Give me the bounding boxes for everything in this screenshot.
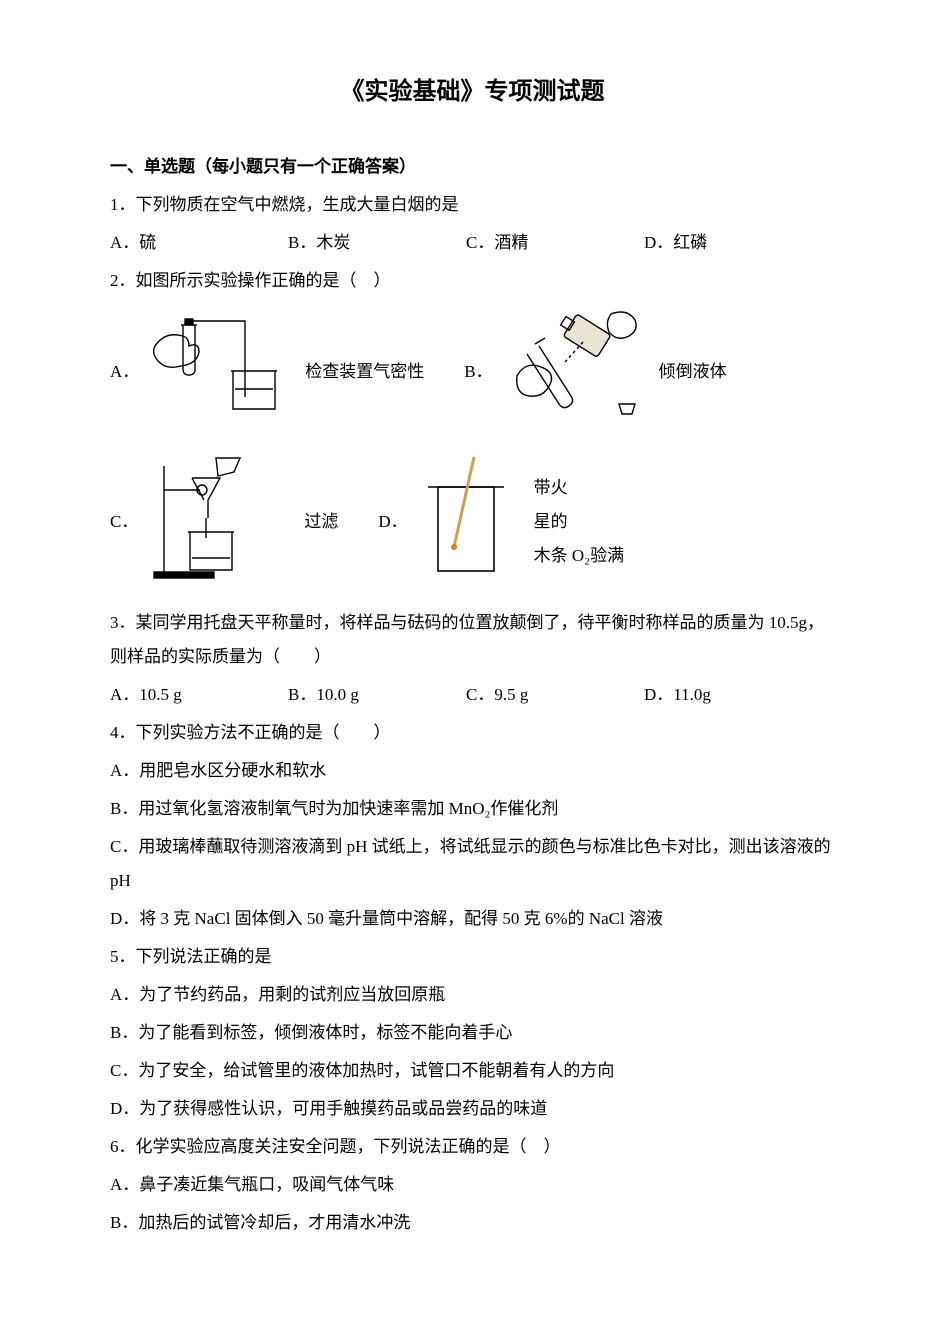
q2-option-c: C．: [110, 446, 338, 598]
q2-letter-a: A．: [110, 355, 139, 389]
q5-option-c: C．为了安全，给试管里的液体加热时，试管口不能朝着有人的方向: [110, 1054, 835, 1088]
q2-letter-d: D．: [378, 505, 407, 539]
q2-letter-b: B．: [464, 355, 492, 389]
q6-option-b: B．加热后的试管冷却后，才用清水冲洗: [110, 1206, 835, 1240]
q2-row-2: C．: [110, 446, 835, 598]
q3-option-c: C．9.5 g: [466, 678, 644, 712]
q3-option-a: A．10.5 g: [110, 678, 288, 712]
q2-letter-c: C．: [110, 505, 138, 539]
q2-figure-a: [145, 311, 295, 433]
q2-option-a: A．: [110, 311, 424, 433]
q2-caption-b: 倾倒液体: [659, 355, 727, 389]
q5-option-b: B．为了能看到标签，倾倒液体时，标签不能向着手心: [110, 1016, 835, 1050]
q2-caption-d-l3: 木条 O₂验满: [534, 546, 624, 565]
section-heading: 一、单选题（每小题只有一个正确答案）: [110, 150, 835, 184]
q1-option-b: B．木炭: [288, 226, 466, 260]
q4-option-a: A．用肥皂水区分硬水和软水: [110, 754, 835, 788]
question-4-text: 4．下列实验方法不正确的是（ ）: [110, 716, 835, 750]
question-5-text: 5．下列说法正确的是: [110, 940, 835, 974]
q1-option-c: C．酒精: [466, 226, 644, 260]
q4-option-c: C．用玻璃棒蘸取待测溶液滴到 pH 试纸上，将试纸显示的颜色与标准比色卡对比，测…: [110, 830, 835, 898]
question-6-text: 6．化学实验应高度关注安全问题，下列说法正确的是（ ）: [110, 1130, 835, 1164]
question-3-options: A．10.5 g B．10.0 g C．9.5 g D．11.0g: [110, 678, 835, 712]
q1-option-a: A．硫: [110, 226, 288, 260]
question-1-options: A．硫 B．木炭 C．酒精 D．红磷: [110, 226, 835, 260]
q3-option-b: B．10.0 g: [288, 678, 466, 712]
q2-caption-d-l2: 星的: [534, 512, 568, 531]
q1-option-d: D．红磷: [644, 226, 822, 260]
document-title: 《实验基础》专项测试题: [110, 68, 835, 116]
q2-figure-b: [499, 306, 649, 438]
q2-row-1: A．: [110, 306, 835, 438]
q2-caption-d-l1: 带火: [534, 478, 568, 497]
q3-option-d: D．11.0g: [644, 678, 822, 712]
q6-option-a: A．鼻子凑近集气瓶口，吸闻气体气味: [110, 1168, 835, 1202]
q2-figure-c: [144, 446, 294, 598]
q4-option-b: B．用过氧化氢溶液制氧气时为加快速率需加 MnO₂作催化剂: [110, 792, 835, 826]
q4-option-d: D．将 3 克 NaCl 固体倒入 50 毫升量筒中溶解，配得 50 克 6%的…: [110, 902, 835, 936]
question-3-text: 3．某同学用托盘天平称量时，将样品与砝码的位置放颠倒了，待平衡时称样品的质量为 …: [110, 606, 835, 674]
q2-caption-d: 带火 星的 木条 O₂验满: [534, 471, 624, 573]
q2-figure-d: [414, 451, 524, 593]
q5-option-d: D．为了获得感性认识，可用手触摸药品或品尝药品的味道: [110, 1092, 835, 1126]
question-1-text: 1．下列物质在空气中燃烧，生成大量白烟的是: [110, 188, 835, 222]
page: 《实验基础》专项测试题 一、单选题（每小题只有一个正确答案） 1．下列物质在空气…: [0, 0, 945, 1337]
question-2-text: 2．如图所示实验操作正确的是（ ）: [110, 264, 835, 298]
q2-caption-a: 检查装置气密性: [305, 355, 424, 389]
q2-caption-c: 过滤: [304, 505, 338, 539]
q2-option-b: B．: [464, 306, 726, 438]
q5-option-a: A．为了节约药品，用剩的试剂应当放回原瓶: [110, 978, 835, 1012]
q2-option-d: D． 带火 星的 木条 O₂验满: [378, 451, 624, 593]
